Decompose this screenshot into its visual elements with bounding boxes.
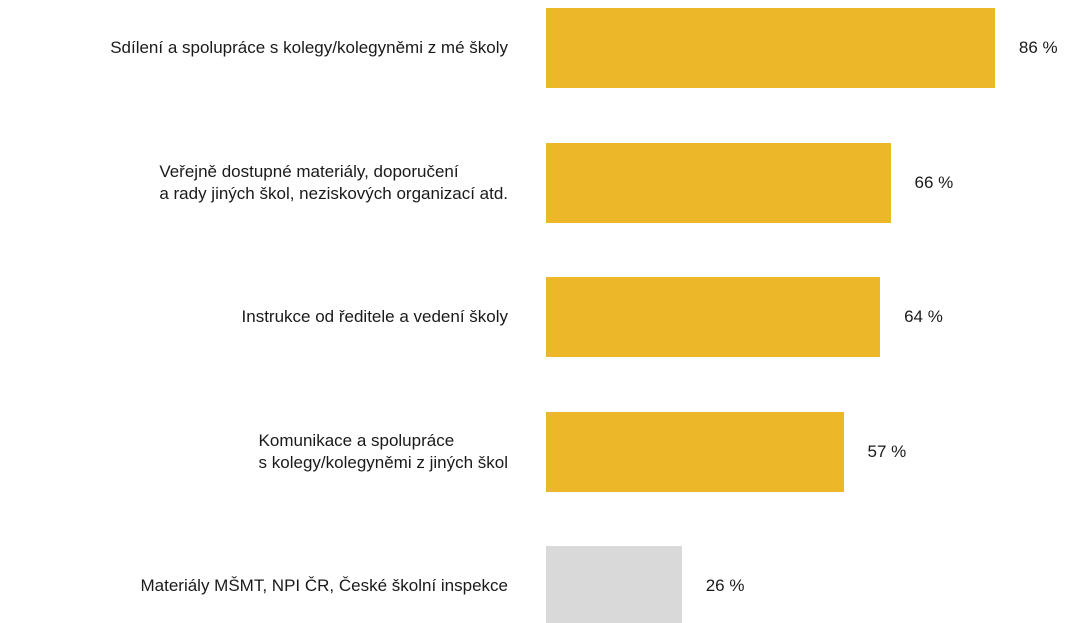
bar bbox=[546, 277, 881, 357]
bar bbox=[546, 411, 844, 492]
category-label: Sdílení a spolupráce s kolegy/kolegyněmi… bbox=[110, 8, 527, 88]
value-label-text: 86 % bbox=[1018, 38, 1058, 57]
category-label: Komunikace a spolupráce s kolegy/kolegyn… bbox=[259, 412, 527, 492]
bar bbox=[546, 8, 995, 88]
bar bbox=[546, 142, 891, 223]
value-label: 66 % bbox=[915, 143, 954, 223]
category-label: Veřejně dostupné materiály, doporučení a… bbox=[159, 143, 527, 223]
category-label: Instrukce od ředitele a vedení školy bbox=[242, 277, 527, 357]
category-label-text: Instrukce od ředitele a vedení školy bbox=[241, 307, 508, 326]
value-label: 57 % bbox=[868, 412, 907, 492]
category-label-text: Komunikace a spolupráce s kolegy/kolegyn… bbox=[258, 430, 508, 472]
category-label-text: Sdílení a spolupráce s kolegy/kolegyněmi… bbox=[110, 38, 508, 57]
value-label: 86 % bbox=[1019, 8, 1058, 88]
value-label: 26 % bbox=[706, 546, 745, 623]
value-label-text: 64 % bbox=[904, 307, 943, 326]
category-label-text: Materiály MŠMT, NPI ČR, České školní ins… bbox=[140, 576, 509, 595]
value-label-text: 66 % bbox=[914, 172, 954, 192]
value-label: 64 % bbox=[904, 277, 943, 357]
value-label-text: 26 % bbox=[705, 576, 745, 595]
category-label-text: Veřejně dostupné materiály, doporučení a… bbox=[159, 161, 508, 203]
bar bbox=[546, 546, 682, 623]
value-label-text: 57 % bbox=[867, 441, 907, 461]
category-label: Materiály MŠMT, NPI ČR, České školní ins… bbox=[141, 546, 528, 623]
